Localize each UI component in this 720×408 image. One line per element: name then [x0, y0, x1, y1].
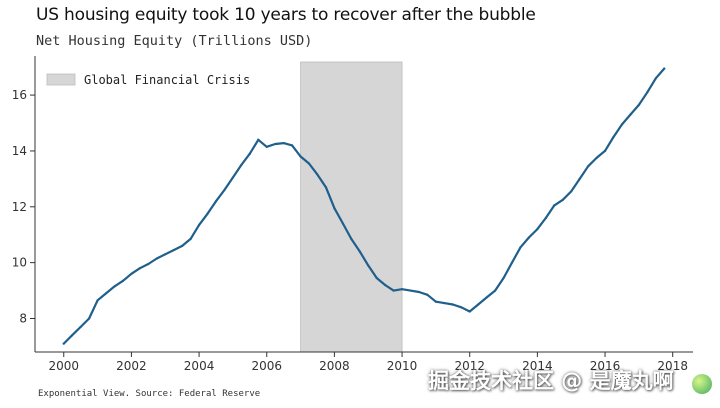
data-point	[231, 176, 235, 179]
data-point	[612, 135, 615, 139]
data-point	[477, 303, 480, 306]
y-tick-label: 10	[12, 256, 27, 270]
x-tick-label: 2002	[116, 359, 147, 373]
data-point	[88, 317, 91, 320]
y-tick-label: 16	[12, 88, 27, 102]
data-point	[333, 207, 336, 210]
data-point	[510, 261, 514, 264]
data-point	[426, 293, 429, 296]
data-point	[587, 165, 590, 168]
data-point	[468, 310, 471, 313]
data-point	[197, 223, 201, 227]
x-tick-label: 2008	[319, 359, 350, 373]
data-point	[291, 144, 294, 147]
data-point	[181, 244, 184, 247]
data-point	[138, 267, 141, 270]
data-point	[451, 303, 454, 306]
chart-title: US housing equity took 10 years to recov…	[36, 5, 536, 25]
crisis-shaded-region	[300, 61, 403, 353]
data-point	[62, 342, 65, 345]
x-tick-label: 2018	[657, 359, 688, 373]
data-point	[367, 264, 370, 267]
y-tick-label: 8	[19, 311, 27, 325]
x-tick-label: 2006	[251, 359, 282, 373]
data-point	[663, 67, 666, 70]
legend-swatch	[46, 73, 76, 86]
data-point	[155, 257, 158, 260]
data-point	[460, 306, 463, 309]
series-line	[62, 67, 666, 345]
data-point	[485, 296, 488, 299]
data-point	[240, 163, 243, 167]
data-point	[629, 113, 632, 116]
data-point	[164, 253, 167, 256]
data-point	[603, 149, 607, 153]
data-point	[519, 246, 522, 249]
x-tick-label: 2016	[590, 359, 621, 373]
data-point	[595, 156, 598, 160]
data-point	[147, 262, 150, 266]
data-point	[502, 276, 505, 280]
x-tick-label: 2010	[387, 359, 418, 373]
data-point	[570, 190, 573, 193]
data-point	[375, 276, 378, 280]
data-point	[223, 188, 226, 192]
data-point	[536, 228, 539, 231]
data-point	[654, 77, 657, 80]
data-point	[400, 288, 404, 291]
legend-label: Global Financial Crisis	[84, 73, 250, 87]
watermark: 掘金技术社区 @ 是魔丸啊	[428, 369, 674, 393]
data-point	[189, 237, 192, 241]
chart-subtitle: Net Housing Equity (Trillions USD)	[36, 33, 313, 49]
data-point	[206, 212, 209, 215]
data-point	[409, 289, 412, 292]
data-point	[121, 279, 125, 282]
data-point	[434, 300, 437, 303]
data-point	[384, 283, 387, 287]
data-point	[79, 325, 82, 328]
data-point	[417, 290, 421, 294]
data-point	[324, 186, 328, 189]
data-point	[71, 334, 74, 337]
data-point	[392, 289, 395, 292]
data-point	[248, 152, 251, 155]
y-tick-label: 14	[12, 144, 27, 158]
y-tick-label: 12	[12, 200, 27, 214]
data-point	[443, 302, 446, 305]
data-point	[113, 285, 116, 288]
data-point	[172, 248, 175, 252]
data-point	[307, 162, 311, 165]
data-point	[553, 204, 556, 207]
data-point	[620, 123, 624, 126]
data-point	[316, 173, 319, 176]
source-note: Exponential View. Source: Federal Reserv…	[38, 389, 261, 399]
data-point	[350, 237, 353, 241]
data-point	[130, 272, 133, 275]
x-tick-label: 2004	[184, 359, 215, 373]
data-point	[104, 292, 108, 295]
x-tick-label: 2012	[454, 359, 485, 373]
data-point	[299, 155, 302, 158]
data-point	[96, 299, 99, 302]
data-point	[265, 145, 268, 148]
data-point	[257, 138, 260, 141]
data-point	[282, 142, 285, 145]
data-point	[214, 200, 218, 203]
data-point	[358, 250, 361, 253]
data-point	[561, 198, 564, 201]
data-point	[341, 222, 344, 225]
data-point	[646, 91, 649, 94]
data-point	[578, 177, 581, 180]
data-point	[274, 142, 277, 146]
data-point	[637, 103, 640, 106]
watermark-logo-icon	[692, 374, 712, 394]
x-tick-label: 2000	[48, 359, 79, 373]
data-point	[544, 216, 547, 220]
data-point	[493, 289, 497, 292]
x-tick-label: 2014	[522, 359, 553, 373]
data-point	[527, 236, 531, 239]
